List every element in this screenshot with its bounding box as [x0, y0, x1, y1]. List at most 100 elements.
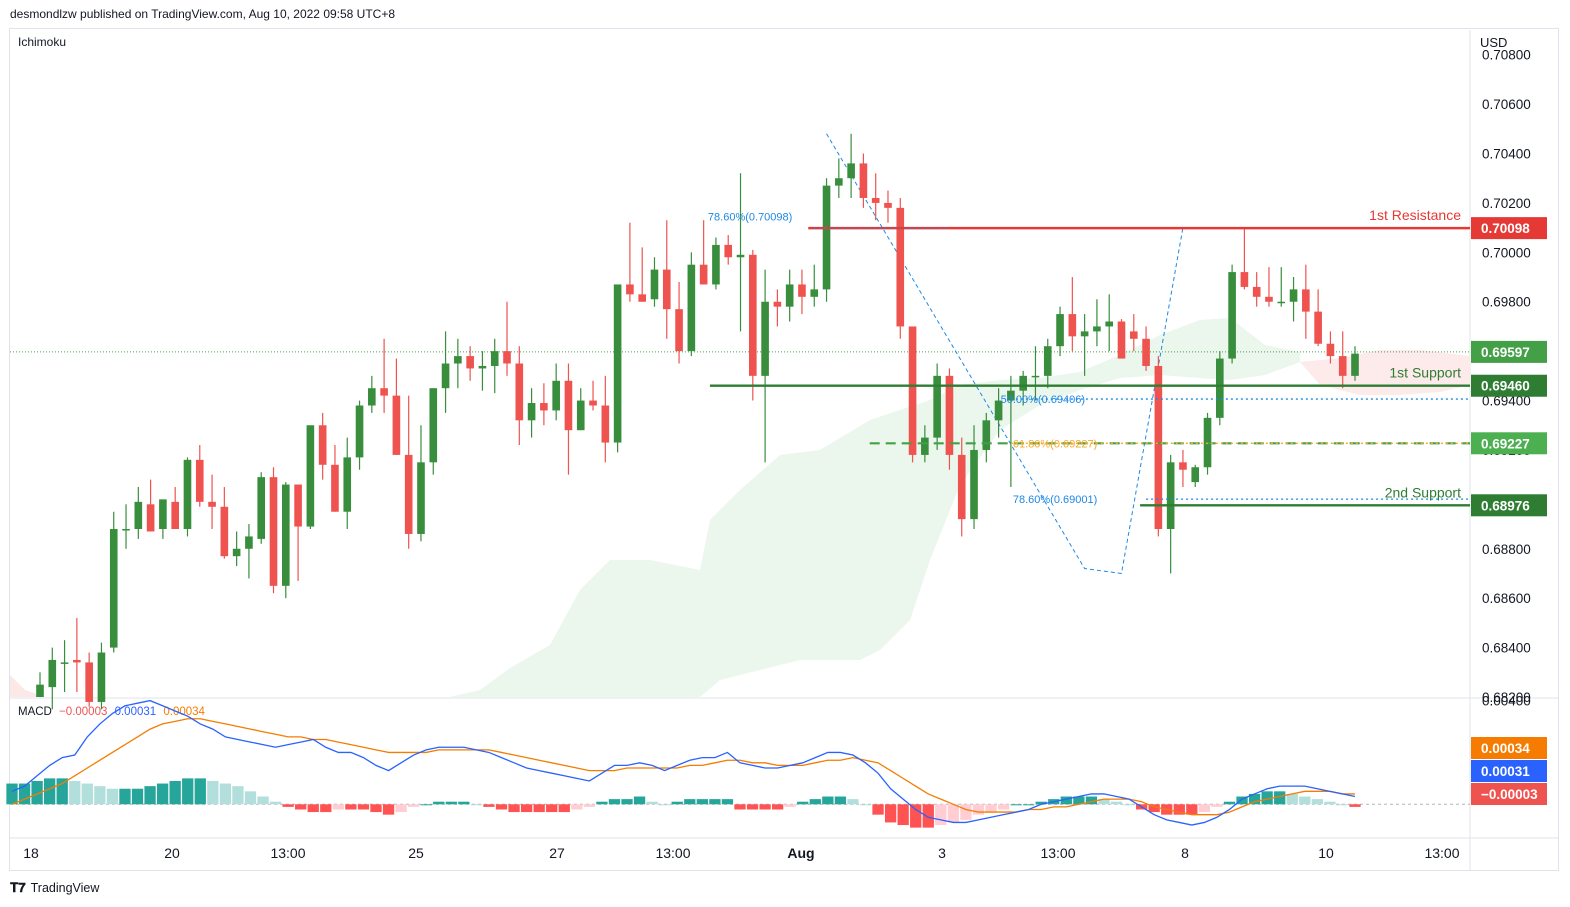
macd-hist-bar — [746, 804, 759, 810]
tradingview-logo-icon: 𝐓𝟕 — [10, 880, 26, 895]
candle-body — [380, 388, 388, 396]
macd-hist-bar — [1060, 796, 1072, 805]
macd-hist-bar — [207, 780, 219, 805]
candle — [1314, 289, 1322, 347]
candle-body — [527, 403, 536, 421]
macd-hist-bar — [533, 804, 545, 813]
candle-body — [368, 388, 376, 406]
candle — [908, 326, 917, 463]
footer[interactable]: 𝐓𝟕 TradingView — [10, 880, 99, 896]
macd-hist-bar — [784, 804, 796, 807]
candle-body — [1129, 331, 1138, 339]
macd-hist-bar — [947, 804, 960, 823]
time-tick: 13:00 — [270, 845, 305, 861]
macd-hist-bar — [244, 791, 257, 805]
candle — [761, 269, 769, 463]
macd-hist-bar — [985, 804, 997, 813]
candle-body — [331, 464, 339, 512]
candle — [503, 301, 511, 376]
candle-body — [220, 506, 229, 557]
candle — [736, 173, 745, 332]
candle-body — [773, 301, 782, 307]
candle-body — [1043, 346, 1052, 376]
price-tick: 0.70400 — [1482, 147, 1531, 162]
candle — [798, 269, 806, 315]
candle-body — [601, 405, 610, 443]
macd-hist-bar — [822, 796, 834, 805]
macd-hist-bar — [1336, 804, 1349, 806]
macd-hist-bar — [1186, 804, 1198, 815]
candle-body — [1302, 289, 1310, 312]
price-tick: 0.68600 — [1482, 591, 1531, 606]
macd-hist-bar — [320, 804, 332, 813]
candle-body — [1007, 390, 1015, 401]
candle — [773, 289, 782, 327]
price-tick: 0.68800 — [1482, 542, 1531, 557]
macd-hist-bar — [332, 804, 344, 810]
price-tick: 0.68400 — [1482, 641, 1531, 656]
macd-hist-bar — [1324, 801, 1336, 805]
macd-hist-bar — [922, 804, 934, 828]
candle-body — [355, 405, 364, 458]
candle — [847, 133, 855, 198]
candle-body — [798, 284, 806, 297]
macd-line — [11, 699, 1356, 826]
candle — [933, 363, 941, 450]
candle — [1007, 375, 1015, 488]
candle — [945, 368, 954, 470]
macd-hist-bar — [1211, 804, 1223, 807]
price-tick: 0.70200 — [1482, 196, 1531, 211]
fib-label: 61.80%(0.69227) — [1013, 438, 1097, 450]
macd-legend[interactable]: MACD −0.00003 0.00031 0.00034 — [18, 706, 209, 718]
candle-body — [1031, 375, 1040, 378]
macd-hist-bar — [520, 804, 533, 813]
price-tick: 0.69800 — [1482, 295, 1531, 310]
candle — [515, 346, 524, 446]
candle-body — [552, 380, 560, 411]
candle-body — [810, 289, 819, 297]
candle — [392, 358, 401, 455]
candle — [1302, 264, 1310, 339]
macd-hist-bar — [734, 804, 746, 810]
indicator-name[interactable]: Ichimoku — [18, 35, 67, 49]
candle — [36, 672, 44, 697]
candle — [527, 388, 536, 438]
macd-hist-bar — [872, 804, 884, 815]
candle-body — [1216, 358, 1224, 418]
level-name-0.69460: 1st Support — [1389, 365, 1461, 381]
candle — [97, 642, 106, 710]
macd-hist-bar — [621, 799, 633, 805]
macd-legend-label: MACD — [18, 706, 52, 718]
candle-body — [822, 185, 831, 290]
candle — [232, 531, 241, 567]
fib-label: 78.60%(0.69001) — [1013, 494, 1097, 506]
macd-hist-bar — [771, 804, 784, 810]
macd-hist-bar — [1223, 801, 1236, 805]
macd-hist-bar — [257, 796, 269, 805]
macd-hist-bar — [1349, 804, 1361, 807]
candle-body — [1240, 272, 1249, 287]
macd-hist-bar — [721, 799, 734, 805]
macd-hist-bar — [106, 788, 119, 805]
macd-hist-bar — [834, 796, 847, 805]
candle-body — [269, 477, 278, 586]
macd-hist-bar — [646, 801, 658, 805]
candle — [454, 338, 462, 389]
candle — [429, 388, 438, 475]
macd-hist-bar — [282, 804, 294, 807]
candle — [355, 400, 364, 470]
macd-hist-bar — [1123, 804, 1135, 806]
candle-body — [1105, 321, 1114, 327]
candle — [1019, 370, 1027, 406]
time-tick: 10 — [1318, 845, 1334, 861]
candle — [687, 252, 696, 357]
macd-hist-bar — [445, 801, 457, 805]
candle — [245, 524, 253, 579]
candle-body — [736, 254, 745, 258]
macd-hist-bar — [859, 804, 872, 806]
candle — [810, 264, 819, 307]
candle-body — [675, 309, 683, 352]
candle — [146, 479, 155, 532]
candle-body — [859, 163, 868, 198]
